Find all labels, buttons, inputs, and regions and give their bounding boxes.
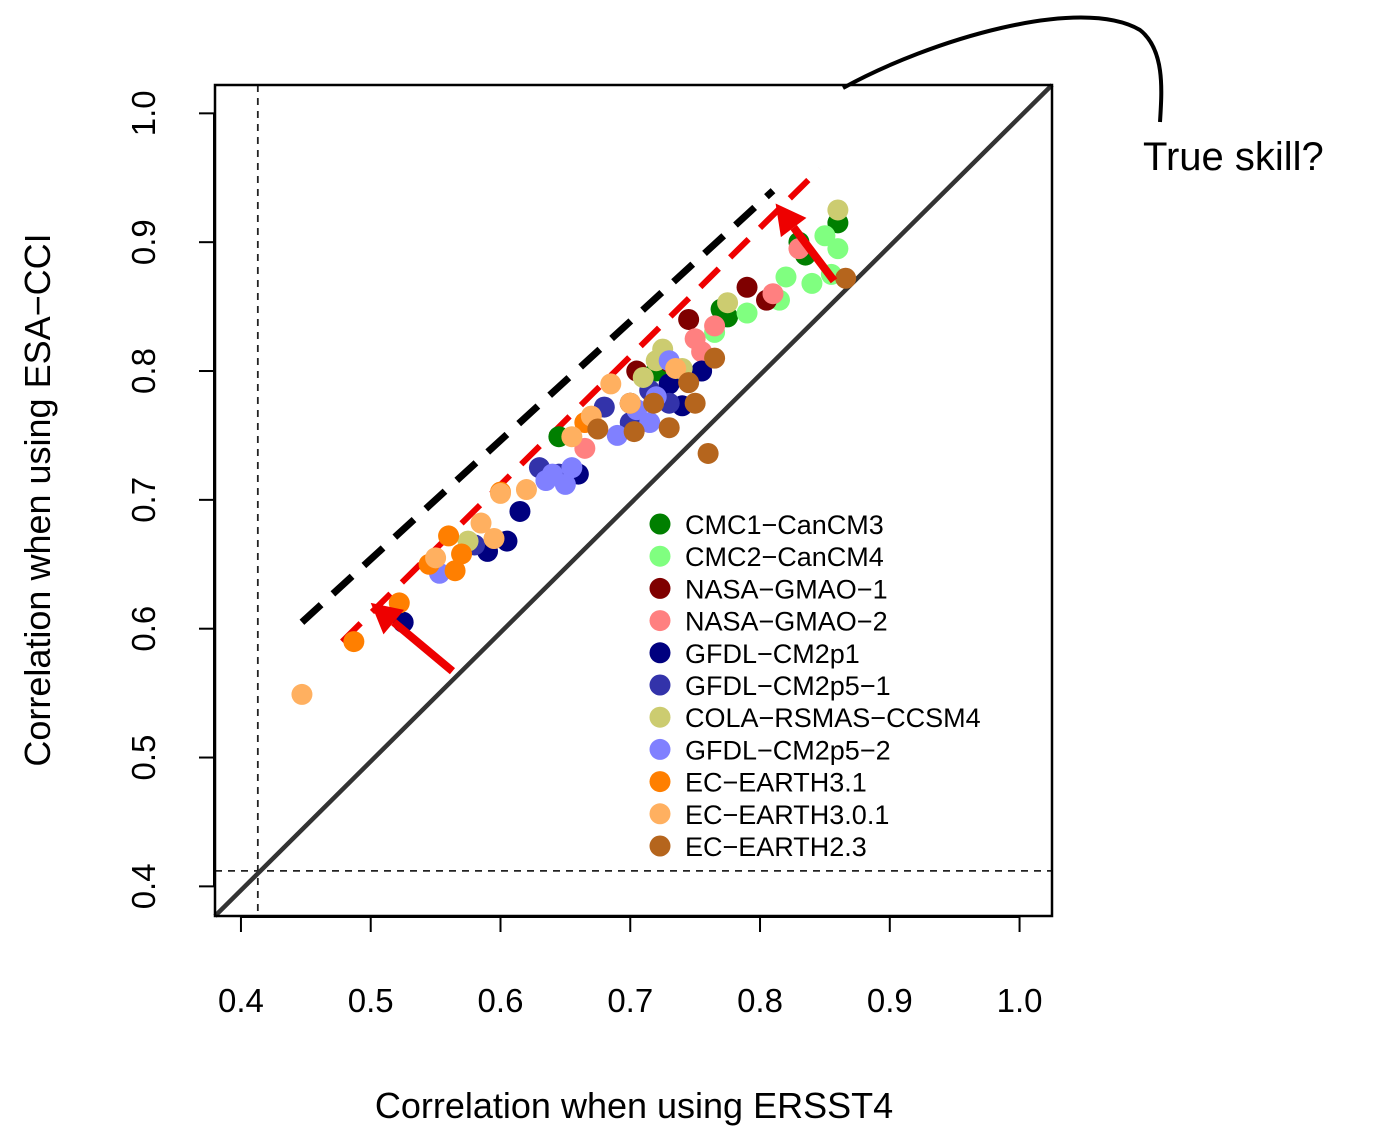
data-point-series-10 [684,392,706,414]
data-point-series-10 [697,442,719,464]
y-axis: 0.4 0.5 0.6 0.7 0.8 0.9 1.0 [125,90,215,909]
y-tick-label: 0.9 [125,219,162,265]
legend-marker [649,738,671,760]
data-point-series-9 [489,482,511,504]
data-point-series-1 [801,272,823,294]
red-arrow-shaft-1 [790,225,838,284]
red-arrow-shaft-0 [391,619,456,675]
legend-marker [649,803,671,825]
data-point-series-1 [827,238,849,260]
y-tick-label: 0.6 [125,606,162,652]
data-point-series-1 [814,225,836,247]
y-tick-label: 0.4 [125,863,162,909]
y-tick-label: 0.7 [125,477,162,523]
legend-label: CMC2−CanCM4 [685,542,884,572]
x-tick-label: 0.9 [867,982,913,1019]
data-point-series-7 [561,457,583,479]
legend-label: NASA−GMAO−2 [685,607,888,637]
data-point-series-10 [623,421,645,443]
data-point-series-3 [762,283,784,305]
y-axis-title: Correlation when using ESA−CCI [17,233,58,766]
data-point-series-7 [639,412,661,434]
callout-label: True skill? [1143,135,1324,179]
data-point-series-2 [736,276,758,298]
diagonal-line [213,83,1054,918]
x-tick-label: 0.7 [607,982,653,1019]
legend-marker [649,674,671,696]
y-tick-label: 0.8 [125,348,162,394]
data-point-series-10 [643,392,665,414]
data-point-series-10 [835,267,857,289]
x-axis-title: Correlation when using ERSST4 [375,1085,893,1126]
legend-label: CMC1−CanCM3 [685,510,884,540]
data-point-series-1 [775,266,797,288]
x-tick-label: 1.0 [997,982,1043,1019]
y-tick-label: 0.5 [125,735,162,781]
data-point-series-6 [717,292,739,314]
legend-label: GFDL−CM2p5−2 [685,735,891,765]
data-point-series-9 [470,512,492,534]
fit-dashed-line [340,166,822,644]
legend-label: NASA−GMAO−1 [685,574,888,604]
x-tick-label: 0.5 [348,982,394,1019]
annotation-arrows [370,203,838,675]
red-arrow-head-0 [370,602,405,635]
legend-marker [649,610,671,632]
data-point-series-8 [451,543,473,565]
data-point-series-9 [600,373,622,395]
legend-marker [649,771,671,793]
x-tick-label: 0.6 [478,982,524,1019]
data-point-series-2 [678,308,700,330]
data-point-series-8 [444,560,466,582]
legend-label: EC−EARTH3.0.1 [685,800,889,830]
true-skill-dashed-line [299,188,776,625]
data-point-series-10 [658,417,680,439]
data-point-series-6 [827,199,849,221]
legend-label: EC−EARTH2.3 [685,832,867,862]
data-point-series-7 [606,424,628,446]
y-tick-label: 1.0 [125,90,162,136]
x-axis: 0.4 0.5 0.6 0.7 0.8 0.9 1.0 [218,916,1042,1019]
data-point-series-10 [704,347,726,369]
data-point-series-8 [343,631,365,653]
legend-label: GFDL−CM2p1 [685,639,860,669]
x-tick-label: 0.4 [218,982,264,1019]
data-point-series-10 [587,418,609,440]
legend-label: GFDL−CM2p5−1 [685,671,891,701]
legend-label: EC−EARTH3.1 [685,768,867,798]
data-point-series-10 [678,372,700,394]
red-arrow-head-1 [775,203,807,238]
data-point-series-3 [704,315,726,337]
data-point-series-9 [483,528,505,550]
data-point-series-4 [509,500,531,522]
reference-lines [213,83,1054,918]
legend-marker [649,642,671,664]
legend-marker [649,706,671,728]
data-point-series-9 [665,357,687,379]
callout-curve [842,15,1164,123]
data-point-series-7 [554,473,576,495]
data-point-series-9 [515,479,537,501]
legend-marker [649,545,671,567]
data-points [291,199,857,705]
data-point-series-9 [425,547,447,569]
data-point-series-9 [291,683,313,705]
data-point-series-1 [736,302,758,324]
data-point-series-9 [561,426,583,448]
data-point-series-9 [619,392,641,414]
data-point-series-6 [632,366,654,388]
legend: CMC1−CanCM3CMC2−CanCM4NASA−GMAO−1NASA−GM… [649,510,981,862]
legend-marker [649,835,671,857]
data-point-series-8 [438,525,460,547]
legend-label: COLA−RSMAS−CCSM4 [685,703,981,733]
x-tick-label: 0.8 [737,982,783,1019]
legend-marker [649,577,671,599]
legend-marker [649,513,671,535]
